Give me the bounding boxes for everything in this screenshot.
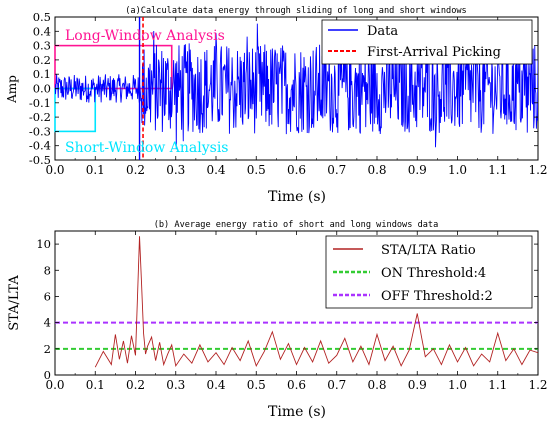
y-tick-label: -0.4 [29, 139, 51, 153]
panel-a-y-axis-label: Amp [5, 75, 19, 104]
x-tick-label: 0.3 [166, 378, 185, 392]
panel-b-y-axis-label: STA/LTA [7, 275, 22, 331]
y-tick-label: -0.2 [29, 110, 51, 124]
panel-a-title: (a)Calculate data energy through sliding… [125, 6, 466, 16]
legend-data-label: Data [367, 24, 398, 39]
x-tick-label: 0.4 [206, 163, 225, 177]
x-tick-label: 1.2 [528, 163, 547, 177]
y-tick-label: 0.4 [33, 24, 51, 38]
y-tick-label: 0.3 [33, 39, 51, 53]
panel-b: (b) Average energy ratio of short and lo… [7, 220, 548, 420]
x-tick-label: 0.8 [367, 378, 386, 392]
x-tick-label: 0.9 [408, 163, 427, 177]
y-tick-label: -0.3 [29, 124, 51, 138]
panel-a-legend: Data First-Arrival Picking [321, 19, 533, 65]
y-tick-label: -0.1 [29, 96, 51, 110]
y-tick-label: 0.5 [33, 10, 51, 24]
x-tick-label: 1.1 [488, 378, 507, 392]
x-tick-label: 0.2 [126, 378, 145, 392]
x-tick-label: 0.0 [45, 163, 64, 177]
x-tick-label: 0.3 [166, 163, 185, 177]
x-tick-label: 0.6 [287, 163, 306, 177]
x-tick-label: 0.2 [126, 163, 145, 177]
panel-a-legend-box [321, 19, 533, 65]
x-tick-label: 0.8 [367, 163, 386, 177]
panel-a-x-ticks: 0.0 0.1 0.2 0.3 0.4 0.5 0.6 0.7 0.8 0.9 1.0 1.1 1.2 [45, 17, 548, 177]
y-tick-label: 0.0 [33, 82, 51, 96]
sta-lta-ratio-line [94, 236, 538, 368]
x-tick-label: 1.0 [448, 163, 467, 177]
data-waveform-line [55, 23, 538, 150]
panel-b-x-ticks: 0.0 0.1 0.2 0.3 0.4 0.5 0.6 0.7 0.8 0.9 1.0 1.1 1.2 [45, 231, 548, 392]
y-tick-label: 0 [44, 368, 51, 382]
y-tick-label: 2 [44, 342, 51, 356]
legend-ratio-label: STA/LTA Ratio [381, 243, 476, 258]
x-tick-label: 1.0 [448, 378, 467, 392]
short-window-label: Short-Window Analysis [65, 140, 229, 156]
panel-b-y-ticks: 0 2 4 6 8 10 [36, 237, 538, 382]
panel-b-legend: STA/LTA Ratio ON Threshold:4 OFF Thresho… [325, 235, 533, 309]
x-tick-label: 0.9 [408, 378, 427, 392]
legend-off-threshold-label: OFF Threshold:2 [381, 289, 493, 304]
y-tick-label: 0.2 [33, 53, 51, 67]
long-window-label: Long-Window Analysis [65, 28, 225, 44]
panel-b-title: (b) Average energy ratio of short and lo… [154, 220, 439, 230]
x-tick-label: 0.1 [86, 378, 105, 392]
panel-a: (a)Calculate data energy through sliding… [5, 6, 548, 205]
x-tick-label: 0.4 [206, 378, 225, 392]
x-tick-label: 0.0 [45, 378, 64, 392]
legend-on-threshold-label: ON Threshold:4 [381, 266, 486, 281]
panel-a-x-axis-label: Time (s) [268, 189, 326, 205]
y-tick-label: 4 [44, 316, 51, 330]
x-tick-label: 0.7 [327, 378, 346, 392]
x-tick-label: 0.6 [287, 378, 306, 392]
x-tick-label: 1.2 [528, 378, 547, 392]
y-tick-label: 6 [44, 289, 51, 303]
y-tick-label: 10 [36, 237, 51, 251]
y-tick-label: 0.1 [33, 67, 51, 81]
y-tick-label: -0.5 [29, 153, 51, 167]
panel-a-y-ticks: 0.50.40.30.20.10.0-0.1-0.2-0.3-0.4-0.5 [29, 10, 538, 167]
x-tick-label: 0.5 [247, 378, 266, 392]
y-tick-label: 8 [44, 263, 51, 277]
panel-b-x-axis-label: Time (s) [268, 404, 326, 420]
x-tick-label: 0.5 [247, 163, 266, 177]
x-tick-label: 0.1 [86, 163, 105, 177]
legend-first-arrival-label: First-Arrival Picking [367, 45, 501, 60]
x-tick-label: 0.7 [327, 163, 346, 177]
x-tick-label: 1.1 [488, 163, 507, 177]
